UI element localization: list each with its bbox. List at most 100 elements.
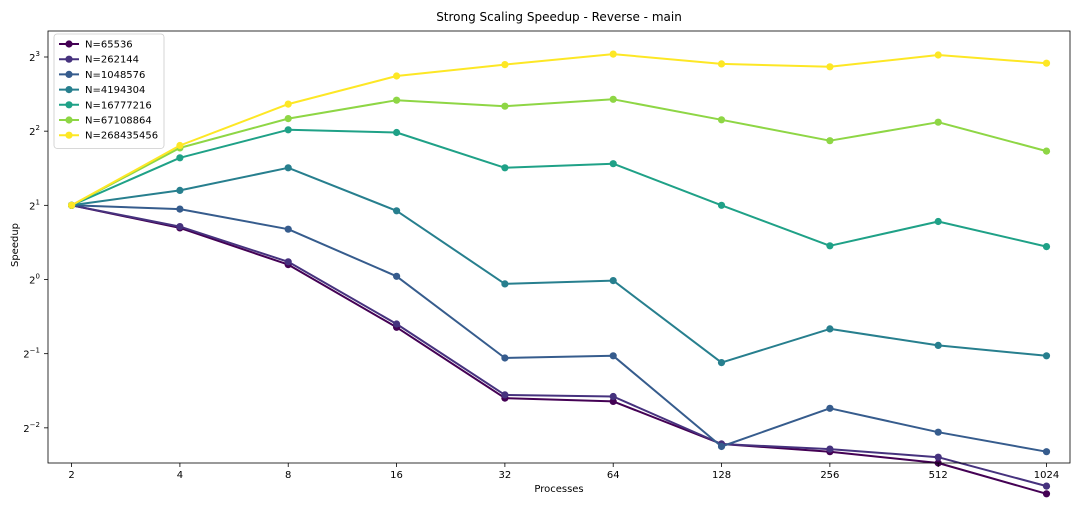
- data-point: [1042, 482, 1051, 490]
- legend-entry: N=4194304: [59, 85, 145, 96]
- data-point: [393, 96, 401, 104]
- legend-label: N=262144: [85, 55, 139, 66]
- x-tick-label: 4: [177, 470, 183, 481]
- data-point: [826, 404, 834, 412]
- data-point: [717, 60, 726, 68]
- data-point: [826, 445, 834, 453]
- data-point: [717, 201, 726, 209]
- legend-entry: N=262144: [59, 55, 139, 66]
- data-point: [934, 428, 942, 436]
- data-point: [609, 95, 617, 103]
- legend-marker: [65, 40, 73, 48]
- series-N=4194304: [68, 164, 1051, 367]
- data-point: [609, 50, 617, 58]
- data-point: [826, 63, 834, 71]
- data-point: [717, 442, 726, 451]
- y-tick-label: 2−1: [23, 347, 40, 361]
- legend-marker: [65, 70, 73, 78]
- data-point: [501, 280, 509, 288]
- legend-marker: [65, 131, 73, 139]
- y-tick-label: 22: [29, 124, 40, 138]
- data-point: [1042, 243, 1051, 251]
- x-tick-label: 1024: [1034, 470, 1059, 481]
- series-line: [71, 128, 1047, 248]
- series-N=67108864: [68, 95, 1051, 209]
- data-point: [934, 341, 942, 349]
- y-tick-label: 23: [29, 50, 40, 64]
- y-tick-label: 20: [29, 273, 40, 287]
- data-point: [609, 277, 617, 285]
- data-point: [1042, 352, 1051, 360]
- series-line: [71, 98, 1047, 207]
- legend-entry: N=67108864: [59, 116, 152, 127]
- data-point: [717, 116, 726, 124]
- data-point: [934, 51, 942, 59]
- data-point: [501, 61, 509, 69]
- legend-marker: [65, 101, 73, 109]
- x-tick-label: 512: [929, 470, 948, 481]
- data-point: [501, 391, 509, 399]
- data-point: [393, 272, 401, 280]
- data-point: [176, 186, 184, 194]
- legend-entry: N=16777216: [59, 100, 152, 111]
- legend-label: N=16777216: [85, 100, 152, 111]
- data-point: [393, 128, 401, 137]
- series-line: [71, 204, 1047, 488]
- data-point: [609, 392, 617, 401]
- legend-label: N=268435456: [85, 131, 158, 142]
- data-point: [176, 154, 184, 162]
- y-tick-label: 21: [29, 198, 40, 212]
- data-point: [934, 453, 942, 461]
- data-point: [1042, 147, 1051, 155]
- legend-label: N=67108864: [85, 116, 152, 127]
- x-tick-label: 128: [712, 470, 731, 481]
- data-point: [501, 354, 509, 362]
- legend-marker: [65, 116, 73, 124]
- series-line: [71, 53, 1047, 207]
- legend-marker: [65, 86, 73, 94]
- data-point: [176, 205, 184, 213]
- y-axis-label: Speedup: [10, 223, 21, 267]
- y-tick-label: 2−2: [23, 421, 40, 435]
- data-point: [501, 164, 509, 172]
- data-point: [393, 207, 401, 215]
- chart-title: Strong Scaling Speedup - Reverse - main: [436, 10, 682, 24]
- legend-entry: N=268435456: [59, 131, 158, 142]
- data-point: [609, 160, 617, 168]
- axes: 2 4 8 16 32 64 128 256 512 1024 2−2 2−1 20 21 22 23: [23, 30, 1071, 481]
- legend-entry: N=1048576: [59, 70, 145, 81]
- data-point: [393, 320, 401, 328]
- data-point: [284, 126, 292, 134]
- legend-label: N=65536: [85, 40, 133, 51]
- series-N=65536: [68, 201, 1051, 498]
- data-point: [284, 164, 292, 172]
- data-point: [1042, 448, 1051, 456]
- series-line: [71, 166, 1047, 364]
- legend-marker: [65, 55, 73, 63]
- plot-area: [68, 50, 1051, 498]
- series-N=262144: [68, 201, 1051, 490]
- legend-label: N=1048576: [85, 70, 145, 81]
- data-point: [284, 100, 292, 108]
- data-point: [284, 258, 292, 266]
- data-point: [284, 115, 292, 123]
- data-point: [176, 141, 184, 150]
- axes-frame: [47, 30, 1071, 464]
- x-axis-label: Processes: [534, 484, 583, 495]
- data-point: [934, 118, 942, 126]
- series-N=16777216: [68, 126, 1051, 251]
- legend-box: [53, 33, 165, 149]
- series-N=268435456: [68, 50, 1051, 209]
- data-point: [1042, 59, 1051, 67]
- legend-entry: N=65536: [59, 40, 133, 51]
- data-point: [501, 102, 509, 110]
- data-point: [68, 201, 76, 209]
- data-point: [826, 242, 834, 250]
- x-tick-label: 256: [820, 470, 839, 481]
- x-tick-label: 32: [499, 470, 512, 481]
- data-point: [1042, 490, 1051, 498]
- data-point: [934, 217, 942, 226]
- data-point: [284, 225, 292, 233]
- series-N=1048576: [68, 201, 1051, 456]
